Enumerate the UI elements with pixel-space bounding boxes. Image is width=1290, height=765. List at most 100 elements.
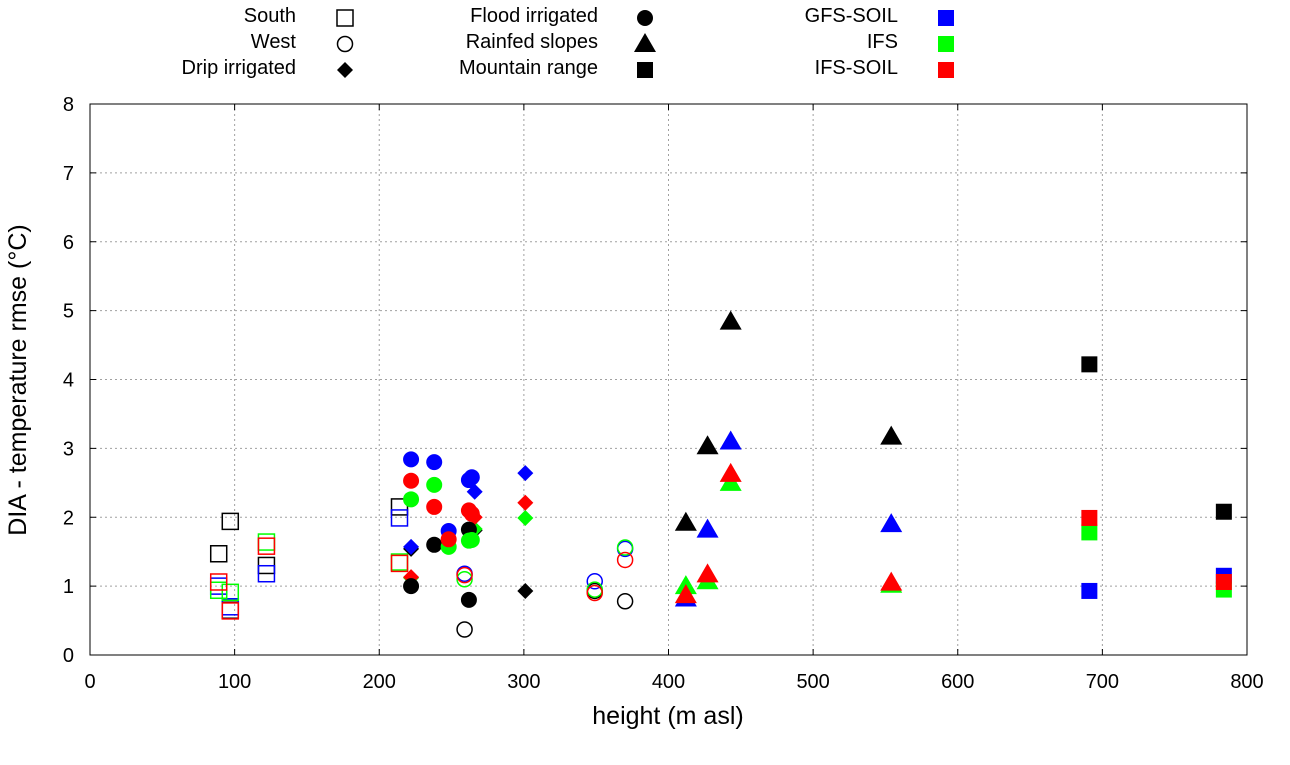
- y-tick-label: 5: [63, 301, 74, 323]
- x-tick-label: 800: [1230, 671, 1263, 693]
- legend-label: Rainfed slopes: [466, 31, 598, 53]
- legend-marker: [634, 33, 656, 52]
- data-point: [1081, 356, 1098, 373]
- data-point: [616, 539, 634, 556]
- data-point: [1215, 573, 1232, 590]
- data-point: [696, 435, 719, 455]
- grid: [90, 104, 1247, 655]
- data-point: [403, 578, 420, 595]
- data-point: [390, 498, 409, 516]
- data-point: [456, 566, 473, 584]
- y-tick-label: 4: [63, 370, 74, 392]
- data-point: [719, 462, 742, 482]
- legend-marker: [336, 35, 354, 53]
- legend-label: Drip irrigated: [182, 57, 296, 79]
- data-point: [517, 494, 534, 511]
- data-point: [221, 602, 240, 620]
- data-point: [440, 531, 457, 548]
- legend-color-swatch: [938, 62, 954, 78]
- legend-label: Flood irrigated: [470, 5, 598, 27]
- x-tick-label: 400: [652, 671, 685, 693]
- data-point: [696, 518, 719, 538]
- legend-marker: [336, 9, 354, 27]
- data-point: [257, 533, 276, 551]
- data-point: [517, 465, 534, 482]
- legend-marker: [337, 62, 353, 78]
- data-point: [221, 598, 240, 616]
- legend: South West Drip irrigated Flood irrigated Ra…: [182, 5, 954, 79]
- y-tick-label: 7: [63, 163, 74, 185]
- x-tick-label: 200: [363, 671, 396, 693]
- data-point: [390, 553, 409, 571]
- legend-color-swatch: [938, 36, 954, 52]
- data-point: [257, 564, 276, 583]
- legend-label: GFS-SOIL: [805, 5, 898, 27]
- data-point: [586, 584, 603, 602]
- data-point: [517, 509, 534, 526]
- y-tick-label: 1: [63, 576, 74, 598]
- data-point: [257, 537, 276, 555]
- data-point: [586, 573, 603, 590]
- data-point: [403, 491, 420, 508]
- data-point: [1081, 582, 1098, 599]
- data-point: [586, 581, 603, 598]
- data-point: [517, 582, 534, 599]
- data-point: [674, 511, 697, 531]
- data-point: [674, 584, 697, 604]
- x-tick-label: 100: [218, 671, 251, 693]
- data-point: [221, 601, 240, 619]
- legend-marker: [637, 10, 653, 26]
- data-point: [463, 531, 480, 548]
- data-point: [221, 512, 240, 531]
- data-point: [463, 505, 480, 522]
- legend-label: IFS: [867, 31, 898, 53]
- y-tick-label: 2: [63, 507, 74, 529]
- data-point: [426, 536, 443, 553]
- x-tick-label: 500: [796, 671, 829, 693]
- x-axis-label: height (m asl): [592, 702, 743, 730]
- data-point: [880, 571, 903, 591]
- data-point: [616, 551, 634, 569]
- data-point: [1081, 524, 1098, 541]
- data-point: [426, 476, 443, 493]
- legend-label: South: [244, 5, 296, 27]
- data-points: [209, 310, 1232, 638]
- legend-color-swatch: [938, 10, 954, 26]
- legend-marker: [637, 62, 653, 78]
- data-point: [456, 570, 473, 588]
- x-tick-label: 700: [1086, 671, 1119, 693]
- x-tick-label: 300: [507, 671, 540, 693]
- ticks: 0 100 200 300 400 500 600 700 800 0 1 2 3 4 5 6 7 8: [63, 94, 1264, 693]
- data-point: [719, 310, 742, 330]
- data-point: [426, 454, 443, 471]
- x-tick-label: 0: [84, 671, 95, 693]
- data-point: [456, 621, 473, 638]
- data-point: [221, 583, 240, 602]
- data-point: [209, 577, 228, 595]
- legend-label: Mountain range: [459, 57, 598, 79]
- data-point: [463, 469, 480, 486]
- y-tick-label: 8: [63, 94, 74, 116]
- data-point: [880, 425, 903, 445]
- data-point: [209, 545, 228, 563]
- y-tick-label: 3: [63, 438, 74, 460]
- data-point: [460, 591, 477, 608]
- data-point: [426, 498, 443, 515]
- data-point: [719, 430, 742, 450]
- legend-label: West: [251, 31, 297, 53]
- y-axis-label: DIA - temperature rmse (°C): [4, 224, 32, 535]
- data-point: [390, 509, 409, 527]
- x-tick-label: 600: [941, 671, 974, 693]
- data-point: [390, 554, 409, 573]
- data-point: [209, 573, 228, 591]
- data-point: [403, 451, 420, 468]
- data-point: [1081, 509, 1098, 526]
- data-point: [1215, 503, 1232, 520]
- data-point: [880, 513, 903, 533]
- legend-label: IFS-SOIL: [815, 57, 898, 79]
- y-tick-label: 0: [63, 645, 74, 667]
- data-point: [403, 538, 420, 555]
- data-point: [403, 472, 420, 489]
- data-point: [696, 563, 719, 583]
